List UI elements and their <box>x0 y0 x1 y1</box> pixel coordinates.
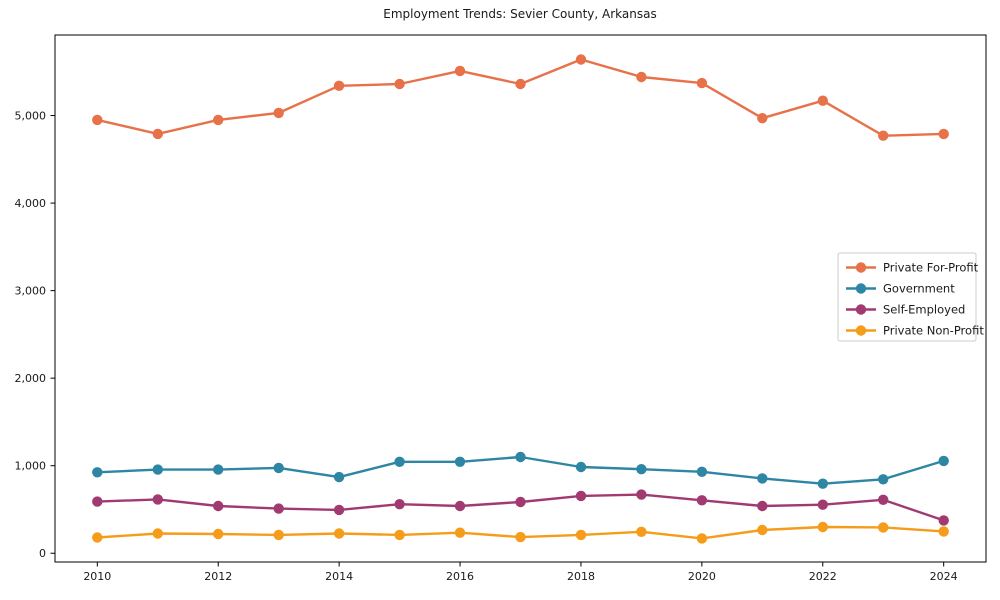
legend-label: Government <box>883 282 955 296</box>
data-point <box>938 515 949 526</box>
legend-item-government[interactable]: Government <box>846 282 955 296</box>
data-point <box>938 128 949 140</box>
y-tick-label: 3,000 <box>15 284 47 297</box>
data-point <box>817 499 828 510</box>
data-point <box>454 527 466 538</box>
x-tick-label: 2012 <box>204 570 232 583</box>
data-point <box>696 533 708 544</box>
x-tick-label: 2020 <box>688 570 716 583</box>
data-point <box>454 456 466 467</box>
legend-box <box>837 252 977 342</box>
data-point <box>394 456 405 467</box>
legend-label: Self-Employed <box>883 303 965 317</box>
data-point <box>817 478 828 489</box>
x-tick-label: 2024 <box>930 570 958 583</box>
data-point <box>515 496 526 508</box>
data-point <box>273 503 284 514</box>
data-point <box>696 466 708 477</box>
data-point <box>696 495 708 506</box>
data-point <box>817 95 828 106</box>
data-point <box>213 500 224 512</box>
data-point <box>152 128 163 140</box>
y-tick-label: 5,000 <box>15 109 47 122</box>
data-point <box>394 529 405 541</box>
data-point <box>878 494 889 505</box>
data-point <box>636 489 647 500</box>
y-axis: 0 1,000 2,000 3,000 4,000 5,000 <box>15 109 55 560</box>
data-point <box>273 462 284 474</box>
series-lines <box>92 54 949 544</box>
data-point <box>333 528 345 539</box>
data-point <box>878 522 889 533</box>
legend-label: Private Non-Profit <box>883 324 984 338</box>
data-point <box>938 526 949 537</box>
data-point <box>213 528 224 540</box>
data-point <box>394 78 405 90</box>
y-tick-label: 0 <box>39 547 46 560</box>
legend-item-self-employed[interactable]: Self-Employed <box>846 303 965 317</box>
data-point <box>92 114 103 126</box>
data-point <box>515 531 526 543</box>
legend-marker <box>855 262 867 273</box>
data-point <box>696 77 708 89</box>
data-point <box>454 500 466 512</box>
data-point <box>273 529 284 541</box>
data-point <box>394 499 405 510</box>
data-point <box>757 524 768 536</box>
data-point <box>152 464 163 475</box>
data-point <box>333 471 345 483</box>
data-point <box>757 500 768 512</box>
legend-marker <box>855 325 867 336</box>
data-point <box>273 107 284 119</box>
data-point <box>333 80 345 92</box>
data-point <box>152 528 163 539</box>
chart-title: Employment Trends: Sevier County, Arkans… <box>383 7 656 21</box>
series-line-private-for-profit <box>96 58 945 137</box>
data-point <box>636 464 647 475</box>
data-point <box>575 490 587 502</box>
data-point <box>213 464 224 475</box>
legend-label: Private For-Profit <box>883 261 979 275</box>
legend-item-private-for-profit[interactable]: Private For-Profit <box>846 261 979 275</box>
x-tick-label: 2022 <box>809 570 837 583</box>
legend-marker <box>855 304 867 315</box>
data-point <box>636 526 647 537</box>
y-tick-label: 4,000 <box>15 197 47 210</box>
data-point <box>92 467 103 478</box>
data-point <box>575 461 587 473</box>
x-tick-label: 2010 <box>83 570 111 583</box>
legend-item-private-non-profit[interactable]: Private Non-Profit <box>846 324 984 338</box>
plot-area-border <box>54 34 987 563</box>
data-point <box>575 529 587 541</box>
data-point <box>515 78 526 90</box>
x-axis: 2010 2012 2014 2016 2018 2020 2022 2024 <box>83 562 958 583</box>
data-point <box>817 521 828 533</box>
data-point <box>878 474 889 485</box>
data-point <box>575 54 587 65</box>
data-point <box>636 71 647 83</box>
data-point <box>92 532 103 543</box>
data-point <box>938 455 949 467</box>
data-point <box>878 130 889 141</box>
x-tick-label: 2018 <box>567 570 595 583</box>
data-point <box>454 65 466 77</box>
data-point <box>757 473 768 484</box>
x-tick-label: 2016 <box>446 570 474 583</box>
data-point <box>213 114 224 126</box>
legend-marker <box>855 283 867 294</box>
data-point <box>757 113 768 124</box>
legend: Private For-Profit Government Self-Employe… <box>837 252 984 342</box>
x-tick-label: 2014 <box>325 570 353 583</box>
data-point <box>152 494 163 505</box>
data-point <box>92 496 103 507</box>
y-tick-label: 2,000 <box>15 372 47 385</box>
y-tick-label: 1,000 <box>15 459 47 472</box>
data-point <box>333 504 345 516</box>
data-point <box>515 451 526 463</box>
